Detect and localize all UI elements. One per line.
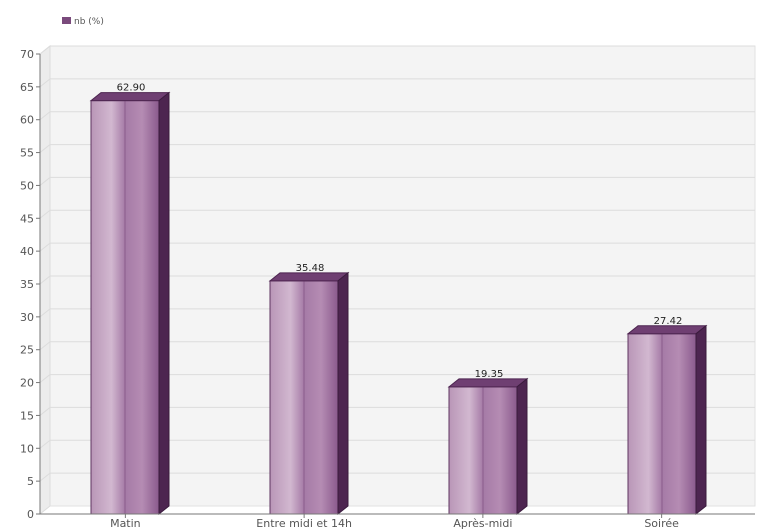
data-label: 19.35 — [475, 369, 504, 380]
gridline-depth — [39, 308, 51, 318]
gridline-depth — [39, 407, 51, 416]
gridline-depth — [39, 177, 51, 186]
bar-top — [268, 272, 350, 282]
x-tick-label: Soirée — [644, 517, 679, 530]
y-tick-label: 70 — [20, 48, 34, 61]
y-tick-label: 35 — [20, 278, 34, 291]
y-tick-label: 50 — [20, 179, 34, 192]
y-tick-label: 25 — [20, 344, 34, 357]
bar-side — [516, 377, 528, 516]
bar-side — [158, 91, 170, 516]
bar-top — [89, 92, 171, 102]
y-tick-label: 40 — [20, 245, 34, 258]
data-label: 62.90 — [117, 83, 146, 94]
legend-swatch — [62, 17, 71, 24]
x-tick-label: Matin — [110, 517, 141, 530]
gridline-depth — [39, 78, 51, 88]
bar-top — [447, 378, 529, 388]
y-tick-label: 20 — [20, 377, 34, 390]
gridline-depth — [39, 275, 51, 285]
y-tick-label: 5 — [27, 475, 34, 488]
gridline-depth — [39, 472, 51, 482]
gridline-depth — [39, 341, 51, 351]
y-tick-label: 60 — [20, 114, 34, 127]
gridline-depth — [39, 439, 51, 449]
bar-top — [626, 325, 708, 335]
y-tick-label: 0 — [27, 508, 34, 521]
gridline-depth — [39, 45, 51, 55]
x-tick-label: Après-midi — [453, 517, 512, 530]
y-tick-label: 15 — [20, 409, 34, 422]
gridline-depth — [39, 242, 51, 252]
gridline-depth — [39, 209, 51, 219]
y-tick-label: 30 — [20, 311, 34, 324]
x-tick-label: Entre midi et 14h — [256, 517, 352, 530]
y-tick-label: 10 — [20, 442, 34, 455]
gridline-depth — [39, 374, 51, 383]
y-tick-label: 65 — [20, 81, 34, 94]
bar-side — [337, 271, 349, 516]
legend-label: nb (%) — [74, 17, 104, 27]
y-tick-label: 55 — [20, 147, 34, 160]
y-tick-label: 45 — [20, 212, 34, 225]
data-label: 35.48 — [296, 263, 325, 274]
data-label: 27.42 — [654, 316, 683, 327]
gridline-depth — [39, 144, 51, 153]
bar-side — [695, 324, 707, 516]
gridline-depth — [39, 111, 51, 121]
